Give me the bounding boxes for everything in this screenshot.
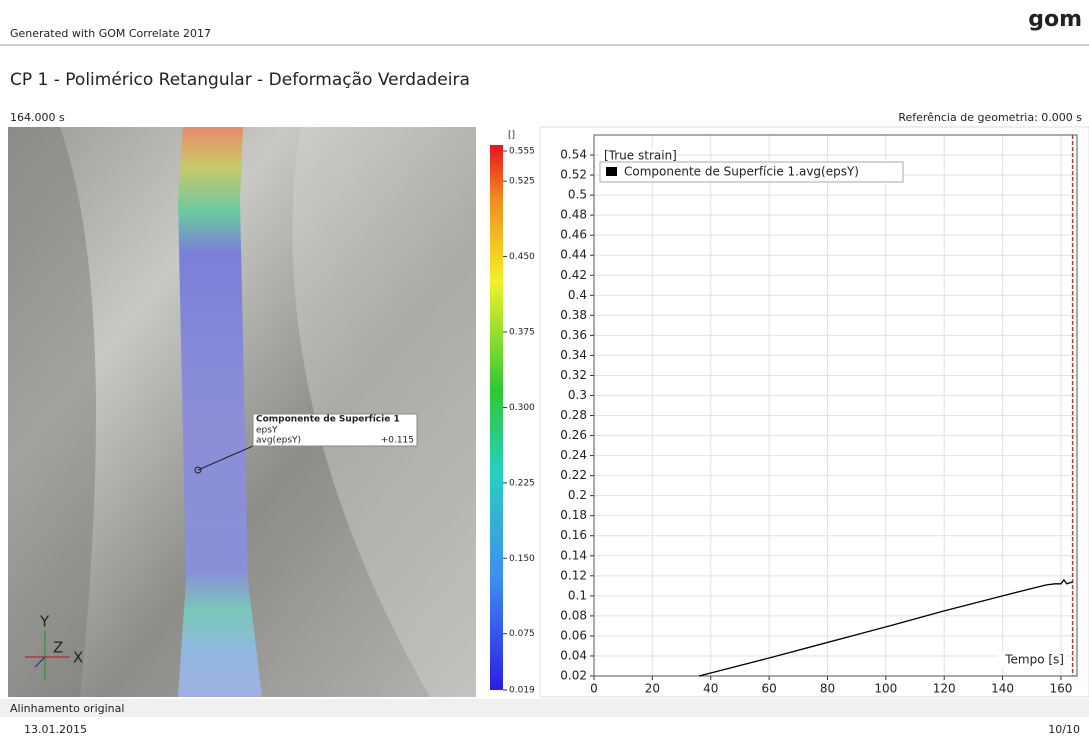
y-tick-label: 0.44 (560, 248, 587, 262)
x-tick-label: 0 (590, 682, 598, 696)
y-tick-label: 0.5 (568, 188, 587, 202)
x-tick-label: 120 (933, 682, 956, 696)
y-tick-label: 0.02 (560, 669, 587, 683)
y-tick-label: 0.14 (560, 548, 587, 562)
colorbar-tick-label: 0.150 (509, 554, 535, 564)
y-tick-label: 0.38 (560, 308, 587, 322)
colorbar-ticks: 0.555 0.525 0.450 0.375 0.300 0.225 0.150 0.075… (503, 147, 535, 696)
chart: 0.02 0.04 0.06 0.08 0.1 0.12 0.14 0.16 0.18 0.2 0.… (560, 134, 1078, 696)
label-point (194, 466, 202, 474)
y-tick-label: 0.1 (568, 588, 587, 602)
colorbar (490, 145, 503, 690)
y-tick-label: 0.2 (568, 488, 587, 502)
ylabel-bg (602, 149, 674, 163)
y-tick-label: 0.52 (560, 168, 587, 182)
colorbar-tick-label: 0.019 (509, 686, 535, 696)
x-tick-label: 140 (991, 682, 1014, 696)
y-tick-label: 0.26 (560, 428, 587, 442)
legend (599, 161, 904, 183)
y-tick-label: 0.28 (560, 408, 587, 422)
legend-swatch (606, 167, 617, 176)
y-tick-label: 0.3 (568, 388, 587, 402)
x-tick-label: 60 (761, 682, 776, 696)
series-line (698, 578, 1073, 677)
colorbar-tick-label: 0.225 (509, 478, 535, 488)
photo-fold (8, 127, 96, 697)
chart-panel (539, 126, 1089, 698)
colorbar-tick-label: 0.450 (509, 252, 535, 262)
y-tick-label: 0.42 (560, 268, 587, 282)
y-tick-label: 0.16 (560, 528, 587, 542)
y-tick-label: 0.04 (560, 648, 587, 662)
x-tick-label: 160 (1049, 682, 1072, 696)
y-tick-label: 0.34 (560, 348, 587, 362)
logo: gom (1028, 7, 1082, 32)
label-box (252, 413, 418, 447)
colorbar-unit: [] (508, 131, 515, 141)
colorbar-tick-label: 0.300 (509, 403, 535, 413)
y-tick-label: 0.54 (560, 148, 587, 162)
x-axis-label: Tempo [s] (1004, 653, 1064, 667)
report-title: CP 1 - Polimérico Retangular - Deformaçã… (10, 70, 470, 90)
y-tick-label: 0.36 (560, 328, 587, 342)
x-tick-label: 80 (820, 682, 835, 696)
y-tick-label: 0.08 (560, 608, 587, 622)
y-tick-label: 0.24 (560, 448, 587, 462)
y-tick-label: 0.46 (560, 228, 587, 242)
y-tick-label: 0.32 (560, 368, 587, 382)
legend-label: Componente de Superfície 1.avg(epsY) (624, 165, 859, 179)
xlabel-bg (998, 652, 1066, 668)
label-title: Componente de Superfície 1 (256, 415, 400, 425)
generator: Generated with GOM Correlate 2017 (10, 27, 211, 40)
page-number: 10/10 (1048, 723, 1080, 736)
footer-bar (0, 699, 1089, 717)
label-name: avg(epsY) (256, 436, 301, 446)
view-name: Alinhamento original (10, 702, 124, 715)
geometry-reference: Referência de geometria: 0.000 s (898, 111, 1082, 124)
stage-time: 164.000 s (10, 111, 65, 124)
axis-y: Y (39, 613, 50, 631)
axis-z: Z (53, 639, 63, 657)
label-value: +0.115 (381, 436, 414, 446)
colorbar-tick-label: 0.075 (509, 629, 535, 639)
y-tick-label: 0.06 (560, 628, 587, 642)
axis-x: X (73, 649, 83, 667)
y-tick-label: 0.4 (568, 288, 587, 302)
y-tick-label: 0.12 (560, 568, 587, 582)
y-tick-label: 0.18 (560, 508, 587, 522)
label-quantity: epsY (256, 426, 278, 436)
x-tick-label: 20 (645, 682, 660, 696)
colorbar-tick-label: 0.525 (509, 177, 535, 187)
x-tick-label: 100 (874, 682, 897, 696)
axis-triad (25, 630, 70, 680)
plot-frame (593, 134, 1078, 677)
y-tick-label: 0.22 (560, 468, 587, 482)
date: 13.01.2015 (24, 723, 87, 736)
x-tick-label: 40 (703, 682, 718, 696)
label-leader (197, 445, 254, 471)
y-tick-label: 0.48 (560, 208, 587, 222)
colorbar-tick-label: 0.555 (509, 147, 535, 157)
specimen (178, 127, 262, 697)
y-axis-label: [True strain] (604, 149, 677, 163)
photo-fold (292, 127, 476, 697)
colorbar-tick-label: 0.375 (509, 328, 535, 338)
